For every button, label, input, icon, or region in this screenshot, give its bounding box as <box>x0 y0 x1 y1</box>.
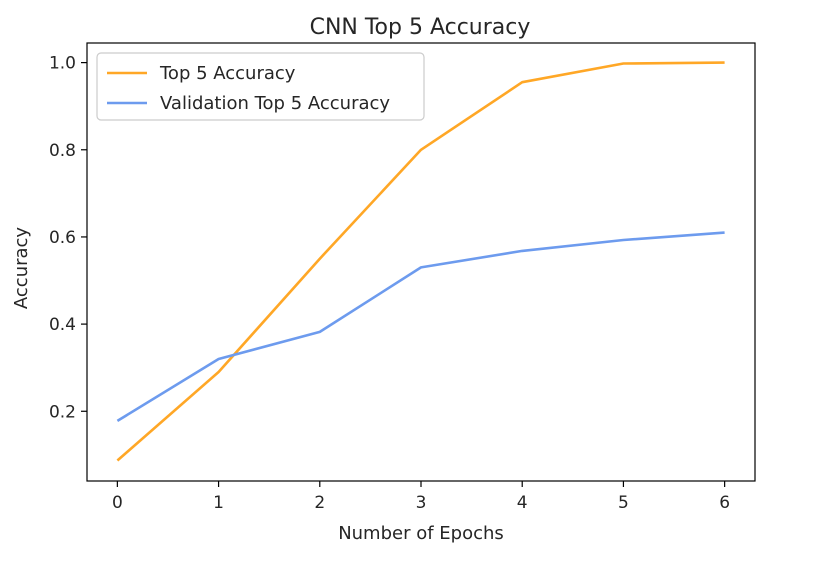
chart-title: CNN Top 5 Accuracy <box>310 15 531 40</box>
x-tick-label: 0 <box>112 493 123 513</box>
x-tick-label: 4 <box>517 493 528 513</box>
x-tick-label: 2 <box>314 493 325 513</box>
x-axis-label: Number of Epochs <box>338 523 504 544</box>
y-tick-label: 0.6 <box>49 228 76 248</box>
y-tick-label: 0.8 <box>49 141 76 161</box>
y-axis: 0.2 0.4 0.6 0.8 1.0 <box>49 54 87 422</box>
legend-box <box>96 52 425 121</box>
x-tick-label: 6 <box>719 493 730 513</box>
x-axis: 0 1 2 3 4 5 6 <box>112 481 730 513</box>
legend: Top 5 Accuracy Validation Top 5 Accuracy <box>96 52 425 121</box>
x-tick-label: 1 <box>213 493 224 513</box>
y-tick-label: 0.2 <box>49 402 76 422</box>
x-tick-label: 3 <box>416 493 427 513</box>
legend-label-1: Validation Top 5 Accuracy <box>160 93 390 114</box>
series-group <box>116 61 725 462</box>
y-axis-label: Accuracy <box>11 227 32 310</box>
series-line-0 <box>116 61 725 462</box>
y-tick-label: 1.0 <box>49 54 76 74</box>
legend-label-0: Top 5 Accuracy <box>159 63 296 84</box>
x-tick-label: 5 <box>618 493 629 513</box>
y-tick-label: 0.4 <box>49 315 76 335</box>
series-line-1 <box>116 231 725 423</box>
